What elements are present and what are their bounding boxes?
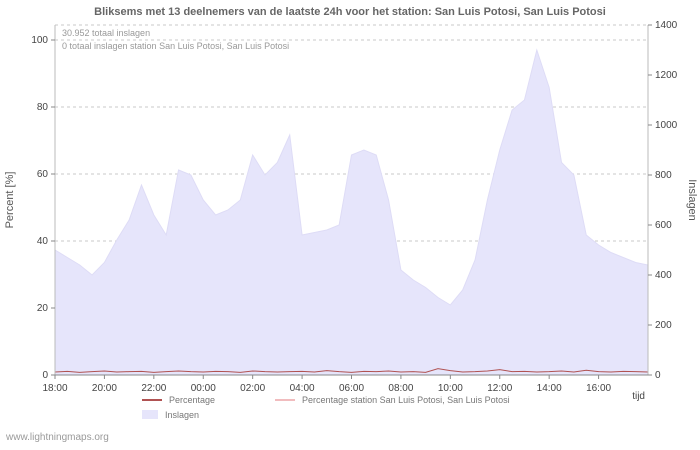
x-tick-label: 00:00 [191, 383, 216, 394]
station-total-annotation: 0 totaal inslagen station San Luis Potos… [62, 41, 290, 51]
total-strikes-annotation: 30.952 totaal inslagen [62, 28, 151, 38]
x-tick-label: 12:00 [487, 383, 512, 394]
inslagen-area-series [54, 48, 649, 376]
legend-row-lines: Percentage Percentage station San Luis P… [142, 392, 622, 407]
x-tick-label: 08:00 [388, 383, 413, 394]
inslagen-area-swatch [142, 410, 158, 419]
percentage-line-series [54, 368, 649, 373]
left-tick-label: 0 [42, 370, 48, 381]
x-tick-label: 14:00 [537, 383, 562, 394]
left-tick-label: 40 [37, 236, 49, 247]
right-tick-label: 1200 [655, 70, 678, 81]
legend-item-inslagen: Inslagen [142, 410, 199, 420]
right-tick-label: 800 [655, 170, 672, 181]
x-tick-label: 20:00 [92, 383, 117, 394]
legend-label-percentage: Percentage [169, 394, 216, 405]
left-tick-label: 20 [37, 303, 49, 314]
station-percentage-line-swatch [275, 398, 296, 401]
legend-row-area: Inslagen [142, 407, 622, 422]
right-tick-label: 400 [655, 270, 672, 281]
x-tick-label: 06:00 [339, 383, 364, 394]
right-axis-title: Inslagen [686, 179, 698, 221]
x-tick-label: 22:00 [141, 383, 166, 394]
right-tick-label: 600 [655, 220, 672, 231]
legend-label-station-percentage: Percentage station San Luis Potosi, San … [302, 394, 510, 405]
legend-item-station-percentage: Percentage station San Luis Potosi, San … [275, 395, 510, 405]
right-tick-label: 0 [655, 370, 661, 381]
left-tick-label: 60 [37, 169, 49, 180]
right-tick-label: 1000 [655, 120, 678, 131]
legend-label-inslagen: Inslagen [165, 409, 200, 420]
x-tick-label: 02:00 [240, 383, 265, 394]
left-tick-label: 80 [37, 102, 49, 113]
left-tick-label: 100 [31, 35, 48, 46]
right-tick-label: 1400 [655, 20, 678, 31]
chart-title: Bliksems met 13 deelnemers van de laatst… [94, 6, 606, 18]
x-tick-label: 16:00 [586, 383, 611, 394]
x-tick-label: 10:00 [438, 383, 463, 394]
left-axis-title: Percent [%] [4, 172, 16, 229]
percentage-line-swatch [142, 398, 162, 401]
x-axis-title: tijd [632, 391, 645, 402]
right-tick-label: 200 [655, 320, 672, 331]
x-tick-label: 04:00 [290, 383, 315, 394]
x-tick-label: 18:00 [42, 383, 67, 394]
legend-item-percentage: Percentage [142, 395, 215, 405]
chart-legend: Percentage Percentage station San Luis P… [142, 392, 622, 422]
watermark-link[interactable]: www.lightningmaps.org [6, 432, 109, 443]
